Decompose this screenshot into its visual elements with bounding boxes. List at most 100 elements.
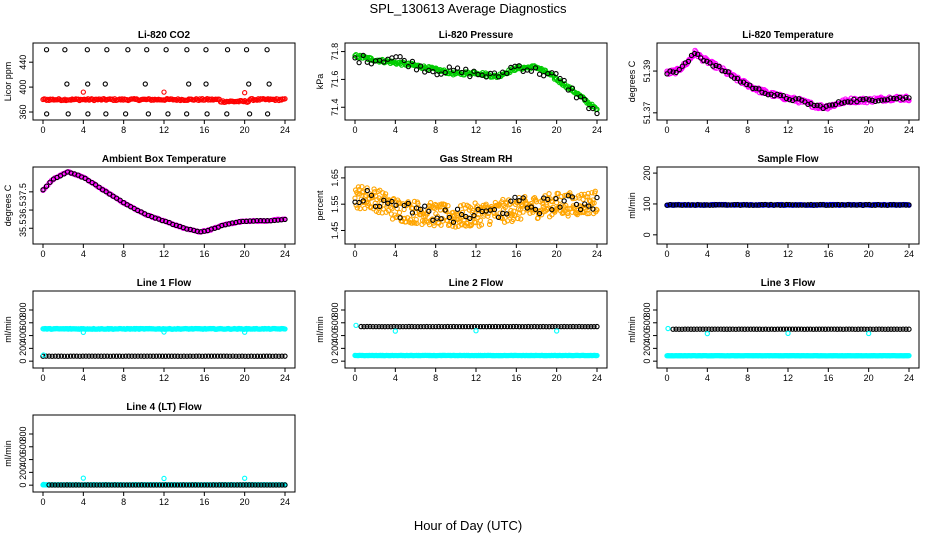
- plot-points: [352, 184, 600, 230]
- series-2-point: [43, 353, 49, 359]
- series-2-point: [144, 482, 151, 488]
- series-2-point: [261, 482, 267, 488]
- series-1-point: [353, 322, 359, 328]
- series-1-point: [737, 79, 744, 85]
- series-1-point: [257, 217, 264, 224]
- series-2-point: [95, 353, 101, 359]
- series-2-point: [107, 353, 114, 359]
- y-tick-label: 600: [642, 315, 652, 330]
- series-2-point: [89, 353, 95, 359]
- series-2-point: [141, 353, 147, 359]
- series-1-point: [866, 330, 872, 337]
- y-tick-label: 200: [330, 341, 340, 356]
- series-1-point: [851, 202, 857, 208]
- series-2-point: [67, 482, 73, 488]
- series-0-point: [855, 326, 861, 332]
- series-0-point: [807, 326, 814, 332]
- series-1-point: [242, 329, 248, 335]
- series-1-point: [430, 217, 436, 223]
- series-2-point: [106, 482, 112, 488]
- series-1-point: [376, 203, 383, 210]
- series-0-point: [736, 326, 742, 332]
- series-2-point: [279, 482, 285, 488]
- x-tick-label: 20: [864, 249, 874, 259]
- series-1-point: [796, 202, 802, 208]
- series-1-point: [756, 202, 762, 208]
- panel-title: Gas Stream RH: [440, 154, 513, 165]
- series-2-point: [58, 353, 65, 359]
- series-0-point: [685, 326, 691, 332]
- series-1-point: [381, 59, 387, 65]
- series-1-point: [553, 71, 559, 77]
- y-axis-label: ml/min: [315, 316, 325, 343]
- series-2-point: [282, 353, 288, 359]
- series-2-point: [74, 353, 80, 359]
- series-2-point: [147, 482, 154, 488]
- series-0-point: [359, 184, 365, 190]
- plot-points: [40, 168, 288, 235]
- series-1-point: [793, 96, 799, 102]
- series-0-point: [165, 111, 171, 117]
- series-0-point: [673, 326, 679, 332]
- series-0-point: [546, 191, 552, 197]
- series-0-point: [246, 81, 252, 87]
- y-axis-label: Licor ppm: [3, 62, 13, 102]
- y-tick-label: 37.5: [18, 183, 28, 201]
- series-1-point: [438, 216, 444, 222]
- series-2-point: [270, 353, 276, 359]
- series-1-point: [508, 198, 514, 204]
- y-tick-label: 600: [330, 315, 340, 330]
- series-1-point: [719, 202, 725, 208]
- series-0-point: [186, 81, 192, 87]
- panel-2: Li-820 Temperature degrees C 0 4 8 12 16 20 24 51…: [627, 30, 920, 135]
- series-0-point: [564, 210, 571, 217]
- series-2-point: [100, 482, 106, 488]
- series-0-point: [414, 220, 420, 226]
- series-0-point: [567, 324, 573, 330]
- series-2-point: [273, 353, 279, 359]
- series-1-point: [676, 66, 682, 73]
- x-tick-label: 0: [352, 373, 357, 383]
- plot-points: [40, 47, 288, 117]
- series-2-point: [80, 89, 86, 95]
- series-0-point: [104, 47, 110, 53]
- series-1-point: [194, 228, 200, 234]
- series-0-point: [385, 323, 391, 330]
- panel-frame: [344, 166, 608, 245]
- series-1-point: [664, 202, 670, 208]
- series-1-point: [811, 202, 817, 208]
- series-0-point: [376, 323, 382, 330]
- series-0-point: [771, 326, 778, 332]
- series-1-point: [463, 66, 469, 72]
- series-0-point: [382, 191, 389, 197]
- series-0-point: [361, 324, 367, 330]
- series-0-point: [721, 326, 727, 332]
- series-2-point: [594, 352, 600, 359]
- series-1-point: [405, 200, 411, 207]
- y-tick-label: 100: [642, 196, 652, 211]
- y-axis-label: ml/min: [627, 192, 637, 219]
- y-tick-label: 1.45: [330, 222, 340, 240]
- y-tick-label: 0: [18, 359, 28, 364]
- series-1-point: [750, 85, 756, 92]
- x-tick-label: 0: [664, 249, 669, 259]
- series-1-point: [397, 215, 403, 221]
- series-1-point: [103, 189, 109, 195]
- series-0-point: [522, 324, 528, 330]
- x-tick-label: 16: [199, 125, 209, 135]
- x-tick-label: 4: [81, 373, 86, 383]
- series-2-point: [195, 482, 202, 488]
- series-2-point: [245, 353, 251, 359]
- series-1-point: [845, 202, 851, 208]
- series-0-point: [754, 326, 760, 332]
- series-0-point: [670, 326, 676, 332]
- series-1-point: [282, 96, 288, 102]
- x-tick-label: 12: [783, 373, 793, 383]
- y-axis-label: ml/min: [3, 316, 13, 343]
- series-1-point: [808, 201, 814, 208]
- series-2-point: [70, 353, 77, 359]
- series-0-point: [427, 323, 433, 330]
- series-0-point: [867, 326, 873, 332]
- series-2-point: [165, 482, 172, 488]
- series-1-point: [405, 63, 411, 70]
